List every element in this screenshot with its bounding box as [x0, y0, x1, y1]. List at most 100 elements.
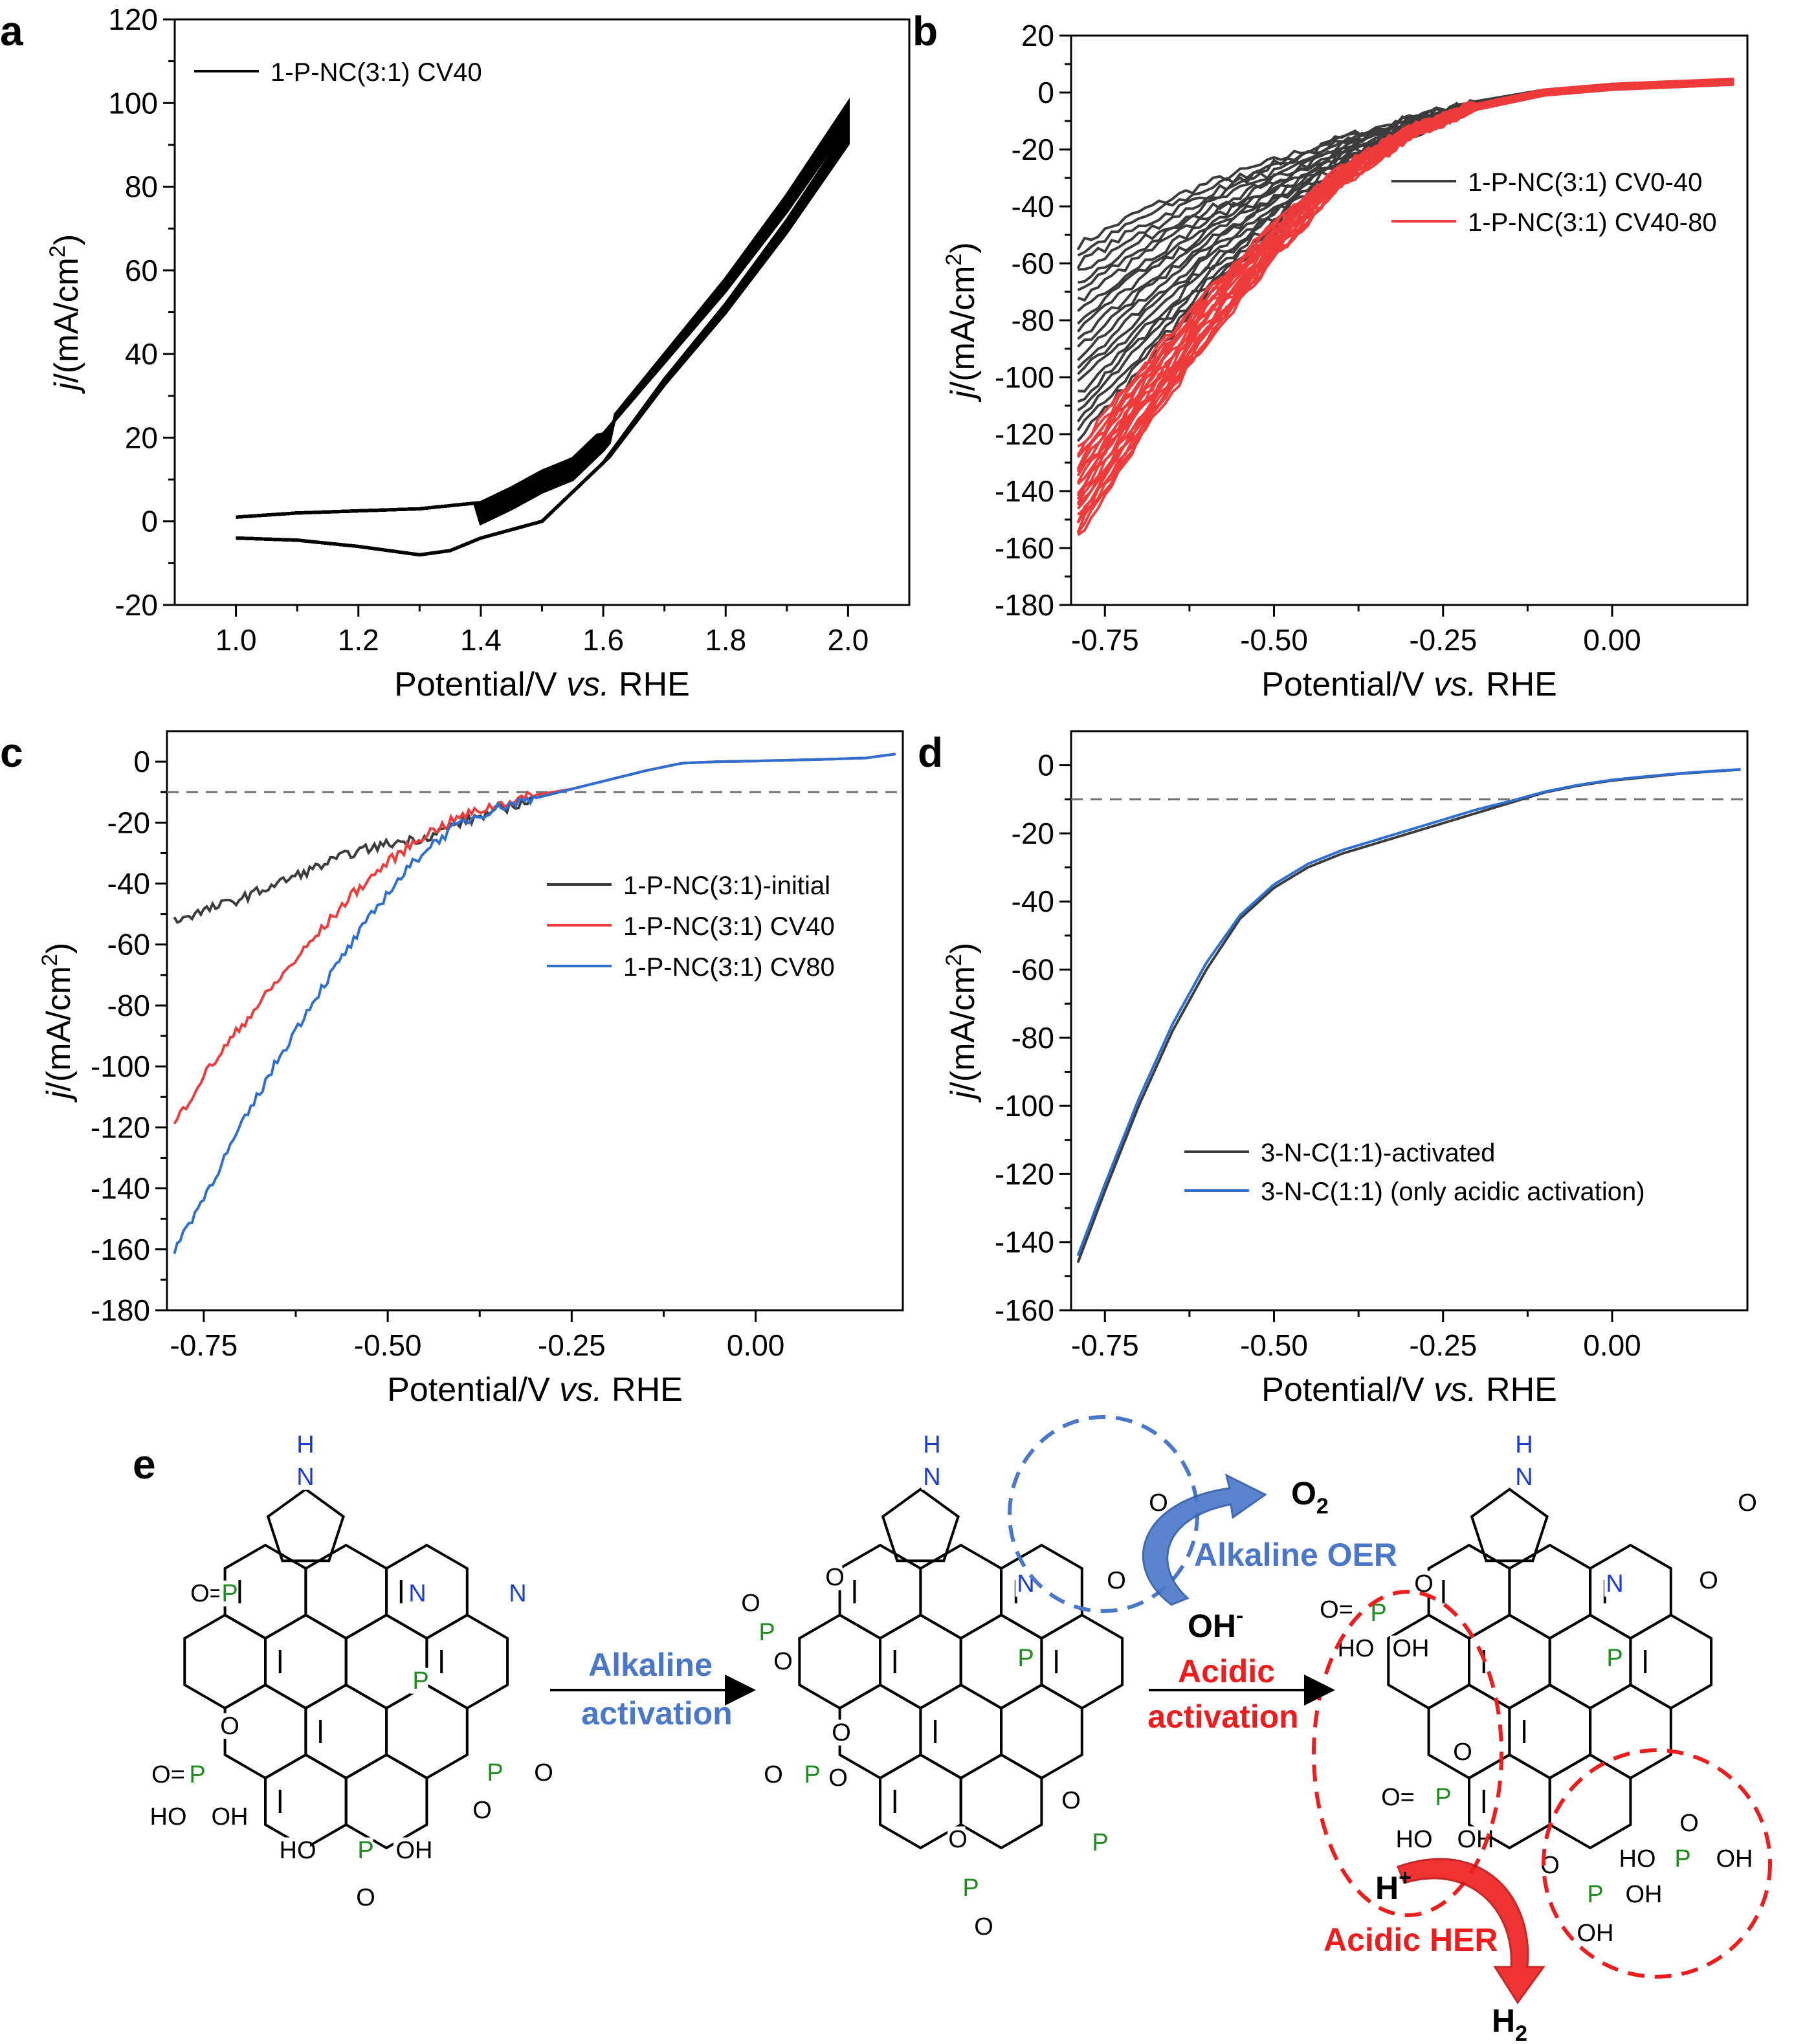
acidic-activation-label-1: Acidic: [1178, 1653, 1275, 1689]
y-tick-label: -80: [1012, 303, 1054, 337]
benzene-ring: [959, 1753, 1043, 1850]
atom-o: O: [1149, 1489, 1168, 1517]
atom-o: O: [1453, 1739, 1472, 1766]
atom-p: P: [804, 1761, 820, 1788]
atom-ho: HO: [150, 1803, 187, 1830]
series-1-p-nc-3-1-cv40-80-sweep: [1076, 81, 1734, 506]
x-tick-label: -0.50: [1240, 1328, 1308, 1362]
atom-o-bg: [762, 1761, 781, 1788]
panel-label-d: d: [918, 729, 943, 776]
atom-o: O: [828, 1764, 848, 1792]
alkaline-oer-label: Alkaline OER: [1194, 1537, 1397, 1573]
chart-panel-a: a 1.0 1.2 1.4 1.6 1.8 2.0 -20 0 20 40 60 80 100 120 Pot…: [0, 3, 911, 703]
atom-o: O: [1679, 1810, 1699, 1837]
her-site-highlight-1: [1312, 1590, 1503, 1917]
y-tick-label: 20: [1021, 19, 1054, 52]
legend-label: 3-N-C(1:1)-activated: [1261, 1139, 1495, 1167]
hydroxide-label: OH-: [1188, 1603, 1243, 1644]
proton-label: H+: [1375, 1865, 1412, 1906]
y-tick-label: -100: [91, 1049, 150, 1083]
y-tick-label: 40: [125, 337, 158, 371]
atom-o: O=: [1320, 1596, 1353, 1623]
atom-o: O: [472, 1797, 492, 1824]
x-tick-label: -0.25: [538, 1328, 606, 1362]
atom-o: O: [832, 1719, 851, 1746]
atom-o-bg: [947, 1826, 966, 1852]
atom-o: O=: [151, 1761, 185, 1788]
atom-o-bg: [1698, 1567, 1716, 1594]
benzene-ring: [264, 1753, 348, 1850]
atom-p: P: [1606, 1645, 1622, 1672]
atom-o-bg: [973, 1913, 991, 1940]
x-tick-label: 2.0: [827, 623, 869, 657]
legend-label: 1-P-NC(3:1) CV0-40: [1468, 168, 1702, 197]
atom-o-bg: [1315, 1596, 1349, 1623]
x-tick-label: -0.25: [1409, 623, 1477, 657]
y-tick-label: -80: [1012, 1021, 1054, 1055]
x-axis-label: Potential/V vs. RHE: [387, 1371, 683, 1409]
plot-area: [167, 753, 903, 1255]
acidic-her-label: Acidic HER: [1323, 1922, 1498, 1958]
alkaline-activation-label-1: Alkaline: [588, 1647, 713, 1683]
y-tick-label: -80: [107, 989, 150, 1022]
h2-label: H2: [1492, 2003, 1527, 2044]
y-tick-label: 0: [141, 505, 158, 538]
atom-p-bg: [1432, 1784, 1451, 1810]
atom-oh-bg: [208, 1803, 242, 1830]
x-tick-label: 1.4: [460, 623, 502, 657]
atom-ho-bg: [276, 1837, 310, 1863]
her-curved-arrow: [1397, 1858, 1545, 2005]
atom-oh: OH: [396, 1837, 433, 1864]
atom-o: O: [220, 1713, 239, 1740]
plot-area: [1071, 767, 1747, 1264]
atom-oh-bg: [1390, 1635, 1423, 1662]
atom-h: H: [1515, 1431, 1533, 1458]
atom-o-bg: [772, 1648, 791, 1675]
atom-p: P: [221, 1580, 238, 1607]
atom-p: P: [759, 1619, 775, 1646]
y-tick-label: -60: [1012, 953, 1054, 987]
legend-label: 1-P-NC(3:1) CV40-80: [1468, 208, 1717, 237]
y-tick-label: -40: [1012, 885, 1054, 918]
y-axis-label: j/(mA/cm2): [45, 234, 85, 394]
atom-n-bg: [507, 1580, 526, 1607]
atom-n-bg: [921, 1464, 940, 1490]
y-tick-label: -20: [115, 588, 158, 622]
atom-oh-bg: [393, 1837, 426, 1863]
atom-o-bg: [1105, 1567, 1124, 1594]
series-3-n-c-1-1-only-acidic-activation-: [1076, 767, 1741, 1257]
atom-p-bg: [1089, 1829, 1108, 1856]
atom-p: P: [189, 1761, 205, 1788]
x-tick-label: -0.50: [1240, 623, 1308, 657]
atom-o-bg: [1377, 1784, 1410, 1810]
y-tick-label: -120: [995, 417, 1054, 451]
atom-ho-bg: [1393, 1826, 1426, 1852]
atom-o: O: [1699, 1567, 1718, 1594]
y-tick-label: -160: [995, 531, 1054, 565]
atom-o: O: [1061, 1787, 1081, 1814]
y-tick-label: -40: [107, 867, 150, 901]
atom-o-bg: [147, 1761, 181, 1788]
y-tick-label: -40: [1012, 190, 1054, 223]
benzene-ring: [183, 1613, 267, 1710]
y-tick-label: 20: [125, 421, 158, 454]
chart-panel-d: d -0.75 -0.50 -0.25 0.00 -160 -140 -120 -100 -80 -…: [918, 729, 1749, 1409]
atom-p: P: [412, 1667, 428, 1695]
atom-p: P: [962, 1874, 979, 1902]
atom-h: H: [296, 1431, 314, 1458]
y-tick-label: 120: [108, 3, 158, 36]
benzene-ring: [1427, 1543, 1511, 1640]
atom-o-bg: [1736, 1489, 1755, 1516]
oer-curved-arrow: [1142, 1473, 1267, 1606]
atom-o: O: [764, 1761, 783, 1788]
atom-oh: OH: [212, 1803, 249, 1830]
y-tick-label: 0: [1037, 76, 1054, 109]
atom-ho-bg: [147, 1803, 181, 1830]
atom-n: N: [1606, 1570, 1623, 1598]
panel-label-a: a: [0, 8, 23, 54]
plot-frame: [166, 730, 904, 1312]
x-axis-label: Potential/V vs. RHE: [1261, 666, 1557, 703]
atom-oh: OH: [1577, 1920, 1614, 1947]
